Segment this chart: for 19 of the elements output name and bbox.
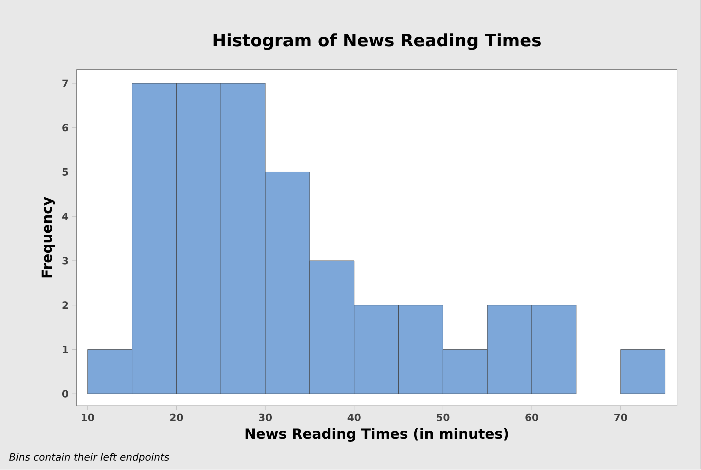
x-tick-label: 10 xyxy=(82,414,94,422)
y-tick-label: 4 xyxy=(62,213,69,220)
y-tick-label: 7 xyxy=(62,80,68,88)
y-tick-label: 2 xyxy=(62,302,68,310)
y-tick-label: 5 xyxy=(62,168,68,176)
x-tick-label: 30 xyxy=(259,414,272,422)
y-tick-label: 0 xyxy=(62,390,68,398)
y-tick-label: 3 xyxy=(62,257,68,265)
x-tick-label: 20 xyxy=(170,414,184,422)
y-tick-label: 6 xyxy=(62,124,68,132)
x-tick-label: 40 xyxy=(348,414,361,422)
x-axis-title: News Reading Times (in minutes) xyxy=(246,428,508,442)
y-tick-label: 1 xyxy=(63,346,68,354)
x-tick-label: 60 xyxy=(526,414,539,422)
x-tick-label: 70 xyxy=(614,414,628,422)
x-tick-label: 50 xyxy=(437,414,450,422)
y-axis-title: Frequency xyxy=(42,197,56,278)
text: Bins contain their left endpoints xyxy=(10,453,170,464)
chart-title: Histogram of News Reading Times xyxy=(214,34,541,50)
